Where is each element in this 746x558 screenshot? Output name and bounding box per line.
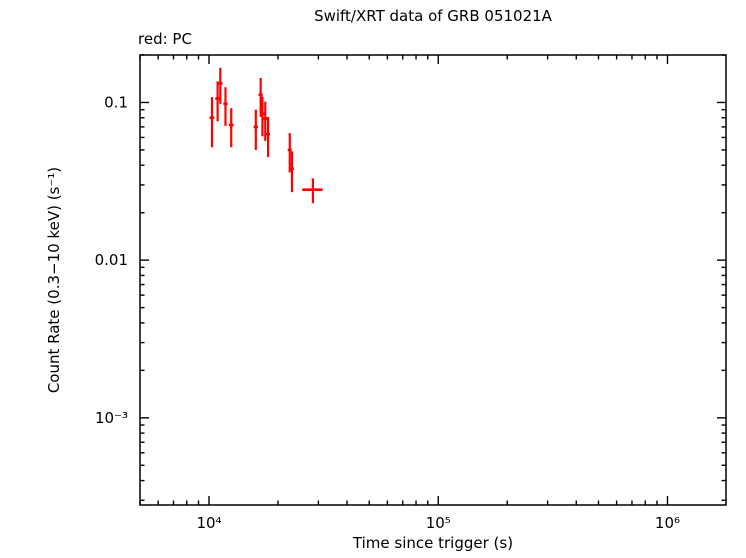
x-axis-label: Time since trigger (s) (352, 534, 514, 552)
data-point (223, 87, 228, 126)
data-point (258, 77, 263, 117)
data-point (218, 67, 223, 104)
y-axis-label: Count Rate (0.3−10 keV) (s⁻¹) (45, 166, 63, 394)
x-tick-label: 10⁴ (196, 514, 221, 532)
chart-title: Swift/XRT data of GRB 051021A (314, 7, 552, 25)
data-point (228, 108, 234, 148)
data-point (253, 109, 258, 150)
data-point (215, 81, 220, 122)
x-tick-label: 10⁵ (426, 514, 451, 532)
y-tick-label: 10⁻³ (95, 409, 128, 427)
data-point (260, 96, 265, 137)
y-tick-label: 0.01 (95, 251, 128, 269)
data-point (263, 101, 268, 141)
plot-frame (139, 54, 727, 506)
data-point (289, 151, 294, 193)
x-tick-label: 10⁶ (655, 514, 680, 532)
data-point (287, 133, 292, 173)
data-point (302, 178, 323, 204)
data-point (266, 116, 270, 158)
y-tick-label: 0.1 (104, 93, 128, 111)
legend-mode-label: red: PC (138, 30, 192, 48)
data-point (209, 97, 215, 148)
